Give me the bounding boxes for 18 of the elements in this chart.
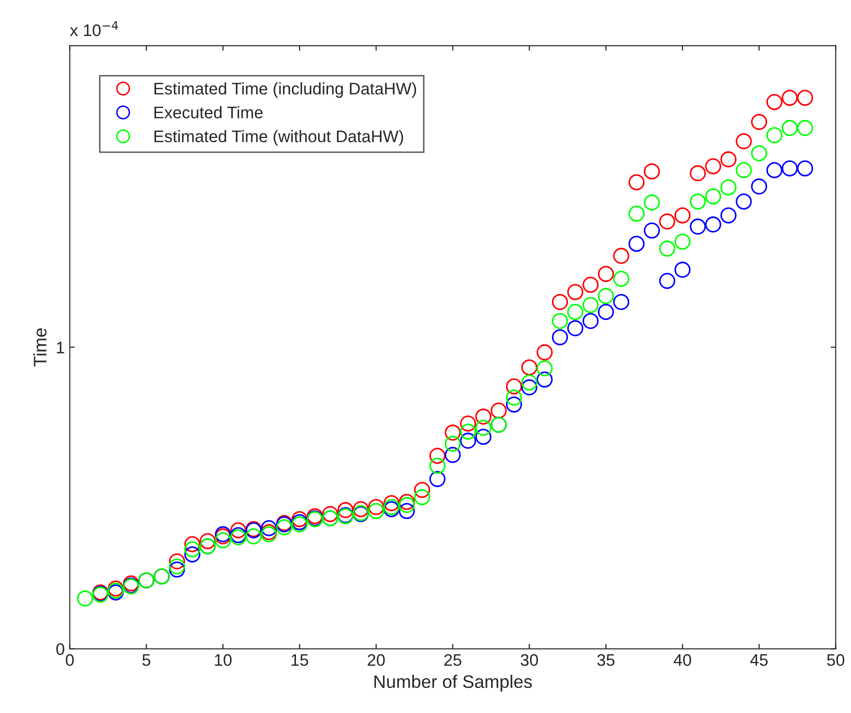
legend-label: Estimated Time (without DataHW) [154, 130, 404, 146]
x-tick-label: 15 [292, 654, 308, 666]
x-axis-title: Number of Samples [374, 674, 532, 692]
x-tick-label: 45 [750, 654, 768, 666]
x-tick-label: 30 [520, 654, 538, 666]
x-tick-label: 10 [214, 654, 232, 666]
x-tick-label: 35 [597, 654, 614, 666]
x-tick-label: 40 [674, 654, 692, 666]
x-tick-label: 20 [368, 654, 385, 666]
x-tick-label: 50 [827, 654, 844, 666]
y-tick-label: 1 [56, 342, 64, 354]
x-tick-label: 0 [66, 654, 74, 666]
legend-label: Executed Time [154, 106, 263, 118]
y-axis-title: Time [33, 328, 47, 367]
legend-label: Estimated Time (including DataHW) [154, 82, 416, 98]
x-tick-label: 25 [444, 654, 462, 666]
x-tick-label: 5 [142, 654, 150, 666]
text: x 10$^{−4}$ [70, 21, 118, 36]
